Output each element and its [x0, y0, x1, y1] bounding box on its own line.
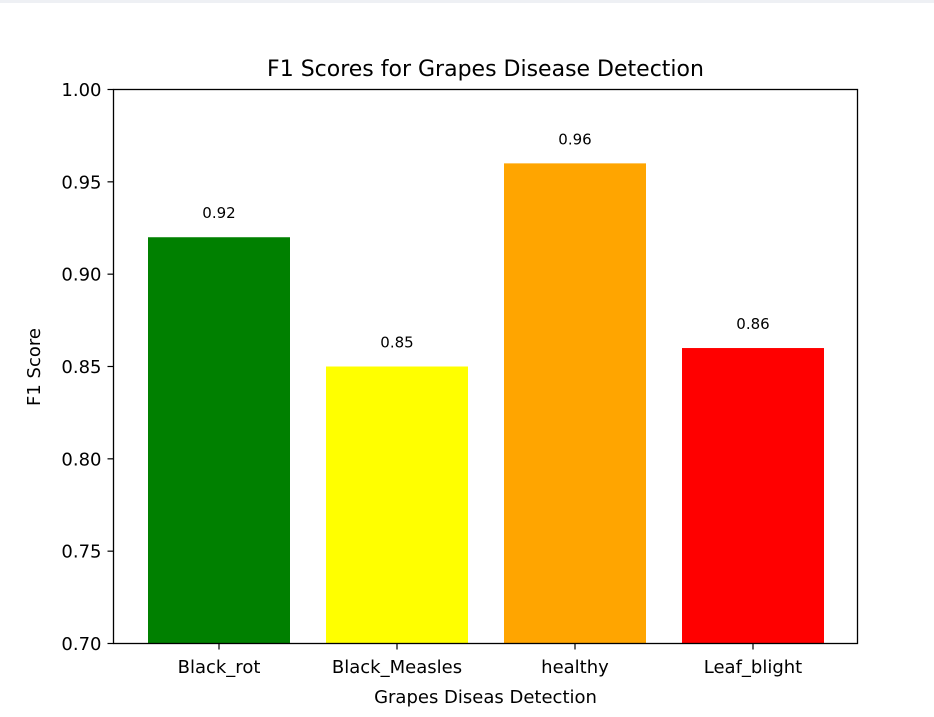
chart-title: F1 Scores for Grapes Disease Detection [267, 57, 704, 82]
x-tick-label: Black_rot [178, 657, 261, 678]
y-tick-label: 0.75 [61, 542, 101, 563]
value-label: 0.92 [202, 204, 235, 222]
top-strip [0, 0, 934, 3]
x-tick-label: Black_Measles [332, 657, 462, 678]
value-label: 0.96 [558, 130, 591, 148]
value-label: 0.86 [736, 315, 769, 333]
x-axis-label: Grapes Diseas Detection [374, 687, 597, 708]
y-axis-label: F1 Score [24, 328, 45, 406]
y-tick-label: 0.85 [61, 357, 101, 378]
x-tick-label: Leaf_blight [704, 657, 802, 678]
bars-layer [148, 163, 824, 644]
y-tick-label: 0.90 [61, 265, 101, 286]
x-tick-label: healthy [541, 657, 609, 678]
bar-black-measles [326, 366, 468, 644]
value-labels-layer: 0.92 0.85 0.96 0.86 [202, 130, 769, 351]
x-axis: Black_rot Black_Measles healthy Leaf_blight [178, 643, 802, 678]
y-tick-label: 0.70 [61, 634, 101, 655]
value-label: 0.85 [380, 334, 413, 352]
bar-healthy [504, 163, 646, 644]
y-tick-label: 0.80 [61, 449, 101, 470]
bar-leaf-blight [682, 348, 824, 644]
y-tick-label: 0.95 [61, 172, 101, 193]
y-tick-label: 1.00 [61, 80, 101, 101]
plot-frame [112, 88, 859, 645]
y-axis: 0.70 0.75 0.80 0.85 0.90 0.95 1.00 [61, 80, 114, 655]
bar-black-rot [148, 237, 290, 644]
